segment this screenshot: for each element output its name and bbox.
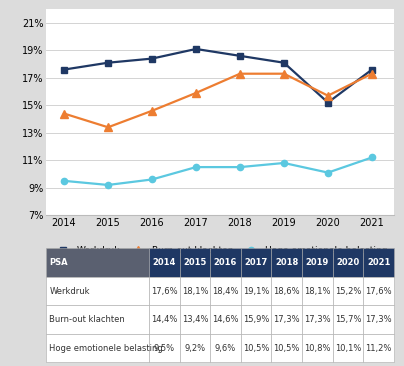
Text: 9,2%: 9,2% bbox=[184, 344, 206, 352]
Bar bbox=[302, 334, 332, 362]
Text: 15,7%: 15,7% bbox=[335, 315, 361, 324]
Legend: Werkdruk, Burn-out klachten, Hoge emotionele belasting: Werkdruk, Burn-out klachten, Hoge emotio… bbox=[53, 246, 388, 255]
Bar bbox=[210, 334, 241, 362]
Text: 14,6%: 14,6% bbox=[212, 315, 239, 324]
Text: 17,6%: 17,6% bbox=[151, 287, 178, 296]
Text: 19,1%: 19,1% bbox=[243, 287, 269, 296]
Bar bbox=[46, 248, 149, 277]
Bar bbox=[363, 248, 394, 277]
Bar bbox=[210, 305, 241, 334]
Text: 2016: 2016 bbox=[214, 258, 237, 267]
Text: PSA: PSA bbox=[49, 258, 68, 267]
Bar bbox=[271, 305, 302, 334]
Text: 9,5%: 9,5% bbox=[154, 344, 175, 352]
Bar bbox=[241, 305, 271, 334]
Bar bbox=[332, 277, 363, 305]
Bar bbox=[363, 305, 394, 334]
Bar bbox=[241, 248, 271, 277]
Bar bbox=[271, 277, 302, 305]
Bar bbox=[302, 248, 332, 277]
Text: 2014: 2014 bbox=[153, 258, 176, 267]
Text: 17,3%: 17,3% bbox=[274, 315, 300, 324]
Text: 14,4%: 14,4% bbox=[151, 315, 177, 324]
Text: 2018: 2018 bbox=[275, 258, 299, 267]
Bar bbox=[210, 277, 241, 305]
Bar bbox=[149, 334, 179, 362]
Bar bbox=[149, 248, 179, 277]
Text: 2020: 2020 bbox=[337, 258, 360, 267]
Text: 18,6%: 18,6% bbox=[274, 287, 300, 296]
Text: 10,1%: 10,1% bbox=[335, 344, 361, 352]
Bar bbox=[46, 334, 149, 362]
Bar bbox=[149, 305, 179, 334]
Bar bbox=[332, 248, 363, 277]
Text: 9,6%: 9,6% bbox=[215, 344, 236, 352]
Bar bbox=[179, 248, 210, 277]
Bar bbox=[179, 277, 210, 305]
Text: 15,9%: 15,9% bbox=[243, 315, 269, 324]
Text: 18,4%: 18,4% bbox=[212, 287, 239, 296]
Text: 18,1%: 18,1% bbox=[304, 287, 330, 296]
Bar bbox=[363, 277, 394, 305]
Bar bbox=[271, 334, 302, 362]
Text: 2015: 2015 bbox=[183, 258, 206, 267]
Text: 17,3%: 17,3% bbox=[365, 315, 392, 324]
Text: Werkdruk: Werkdruk bbox=[49, 287, 90, 296]
Bar bbox=[241, 277, 271, 305]
Text: Burn-out klachten: Burn-out klachten bbox=[49, 315, 125, 324]
Bar bbox=[241, 334, 271, 362]
Bar bbox=[332, 334, 363, 362]
Text: 2021: 2021 bbox=[367, 258, 390, 267]
Text: 10,8%: 10,8% bbox=[304, 344, 330, 352]
Text: 10,5%: 10,5% bbox=[243, 344, 269, 352]
Text: Hoge emotionele belasting: Hoge emotionele belasting bbox=[49, 344, 163, 352]
Text: 15,2%: 15,2% bbox=[335, 287, 361, 296]
Text: 17,3%: 17,3% bbox=[304, 315, 330, 324]
Bar bbox=[332, 305, 363, 334]
Text: 11,2%: 11,2% bbox=[365, 344, 392, 352]
Bar bbox=[271, 248, 302, 277]
Bar bbox=[179, 305, 210, 334]
Bar bbox=[179, 334, 210, 362]
Text: 2019: 2019 bbox=[306, 258, 329, 267]
Text: 18,1%: 18,1% bbox=[182, 287, 208, 296]
Bar bbox=[363, 334, 394, 362]
Bar bbox=[46, 277, 149, 305]
Bar bbox=[149, 277, 179, 305]
Text: 2017: 2017 bbox=[244, 258, 268, 267]
Text: 17,6%: 17,6% bbox=[365, 287, 392, 296]
Bar bbox=[46, 305, 149, 334]
Bar bbox=[302, 305, 332, 334]
Text: 13,4%: 13,4% bbox=[182, 315, 208, 324]
Bar bbox=[302, 277, 332, 305]
Text: 10,5%: 10,5% bbox=[274, 344, 300, 352]
Bar bbox=[210, 248, 241, 277]
